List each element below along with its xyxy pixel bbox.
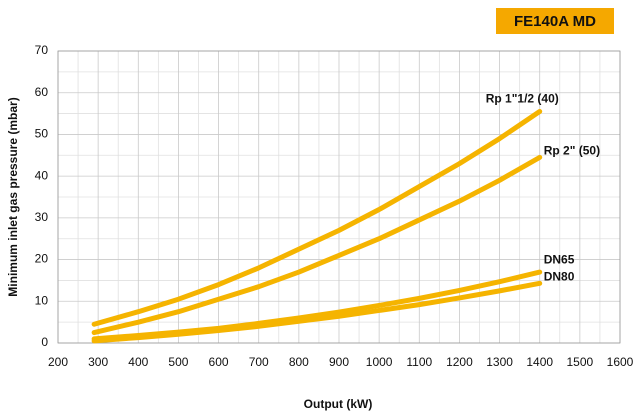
y-tick-label: 20 bbox=[35, 252, 49, 266]
series-label: Rp 1"1/2 (40) bbox=[486, 92, 559, 106]
badge: FE140A MD bbox=[514, 13, 596, 30]
x-tick-label: 600 bbox=[209, 355, 229, 369]
x-tick-label: 1400 bbox=[526, 355, 553, 369]
y-tick-label: 40 bbox=[35, 168, 49, 182]
y-tick-label: 60 bbox=[35, 85, 49, 99]
x-tick-label: 1500 bbox=[567, 355, 594, 369]
x-tick-label: 1100 bbox=[406, 355, 432, 369]
x-tick-label: 800 bbox=[289, 355, 309, 369]
x-tick-label: 1000 bbox=[366, 355, 393, 369]
y-tick-label: 0 bbox=[41, 335, 48, 349]
series-label: DN80 bbox=[544, 270, 575, 284]
x-tick-label: 1600 bbox=[607, 355, 633, 369]
y-tick-label: 10 bbox=[35, 293, 49, 307]
plot-frame bbox=[57, 50, 621, 344]
series-label: DN65 bbox=[544, 252, 575, 266]
series-label: Rp 2" (50) bbox=[544, 144, 600, 158]
x-tick-label: 400 bbox=[128, 355, 148, 369]
x-tick-label: 500 bbox=[168, 355, 188, 369]
x-axis-title: Output (kW) bbox=[304, 397, 373, 411]
series-line bbox=[91, 108, 543, 327]
x-tick-label: 900 bbox=[329, 355, 349, 369]
x-tick-label: 1300 bbox=[486, 355, 513, 369]
series-line bbox=[91, 280, 543, 344]
series-line bbox=[91, 154, 543, 336]
y-tick-label: 30 bbox=[35, 210, 49, 224]
x-tick-label: 300 bbox=[88, 355, 108, 369]
badge-box bbox=[496, 8, 614, 34]
x-tick-label: 700 bbox=[249, 355, 269, 369]
x-tick-label: 1200 bbox=[446, 355, 473, 369]
y-tick-label: 70 bbox=[35, 43, 49, 57]
x-tick-label: 200 bbox=[48, 355, 68, 369]
y-tick-label: 50 bbox=[35, 127, 49, 141]
y-axis-title: Minimum inlet gas pressure (mbar) bbox=[6, 97, 20, 296]
